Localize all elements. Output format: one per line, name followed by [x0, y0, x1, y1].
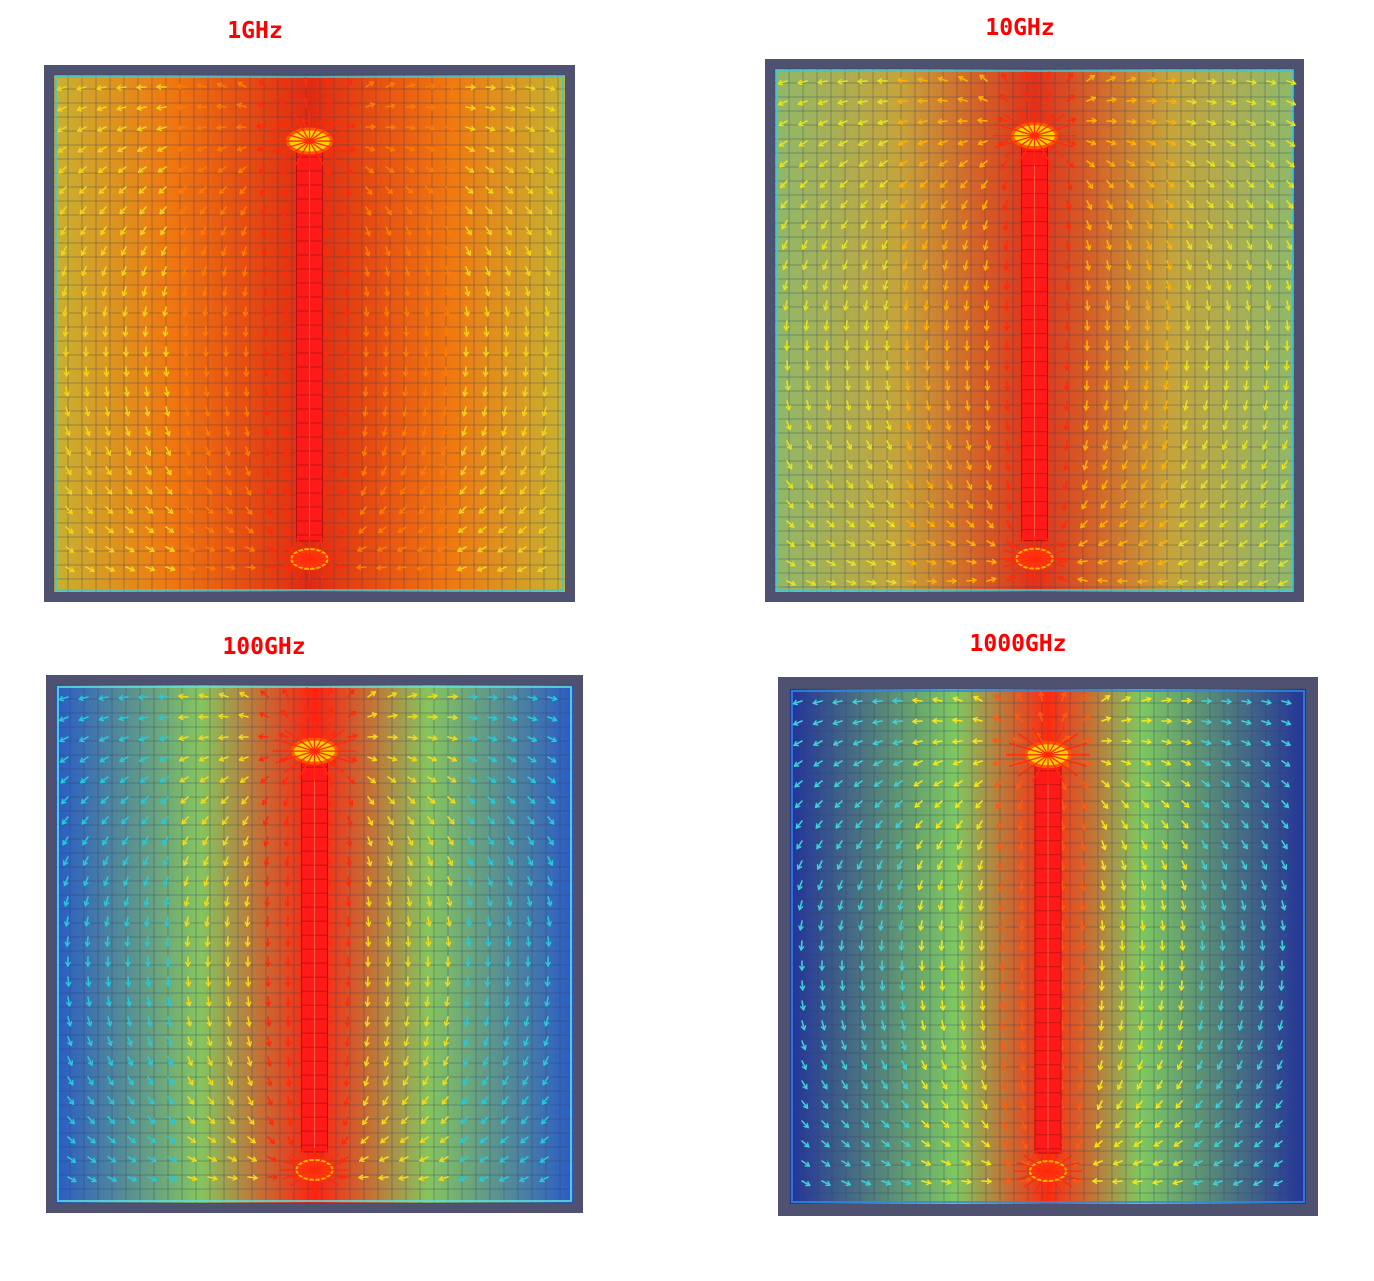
boundary-edge: [57, 686, 572, 1202]
field-plot-svg: [774, 68, 1297, 592]
field-plot-100ghz: [46, 675, 583, 1213]
end-hotspots: [267, 111, 352, 581]
field-plot-svg: [53, 74, 565, 592]
panel-title-1ghz: 1GHz: [227, 18, 283, 44]
field-plot-1000ghz: [778, 677, 1318, 1216]
field-arrows: [58, 687, 558, 1183]
field-plot-svg: [789, 688, 1306, 1204]
panel-title-1000ghz: 1000GHz: [969, 631, 1067, 657]
field-arrows: [56, 77, 556, 573]
boundary-edge: [776, 70, 1293, 591]
panel-title-10ghz: 10GHz: [985, 15, 1055, 41]
field-plot-10ghz: [765, 59, 1304, 602]
end-hotspots: [272, 721, 357, 1192]
panel-title-100ghz: 100GHz: [222, 634, 306, 660]
end-hotspots: [1006, 724, 1090, 1194]
boundary-edge: [791, 690, 1305, 1203]
field-plot-1ghz: [44, 65, 575, 602]
end-hotspots: [992, 105, 1077, 581]
field-plot-svg: [55, 684, 573, 1204]
boundary-edge: [55, 76, 564, 591]
